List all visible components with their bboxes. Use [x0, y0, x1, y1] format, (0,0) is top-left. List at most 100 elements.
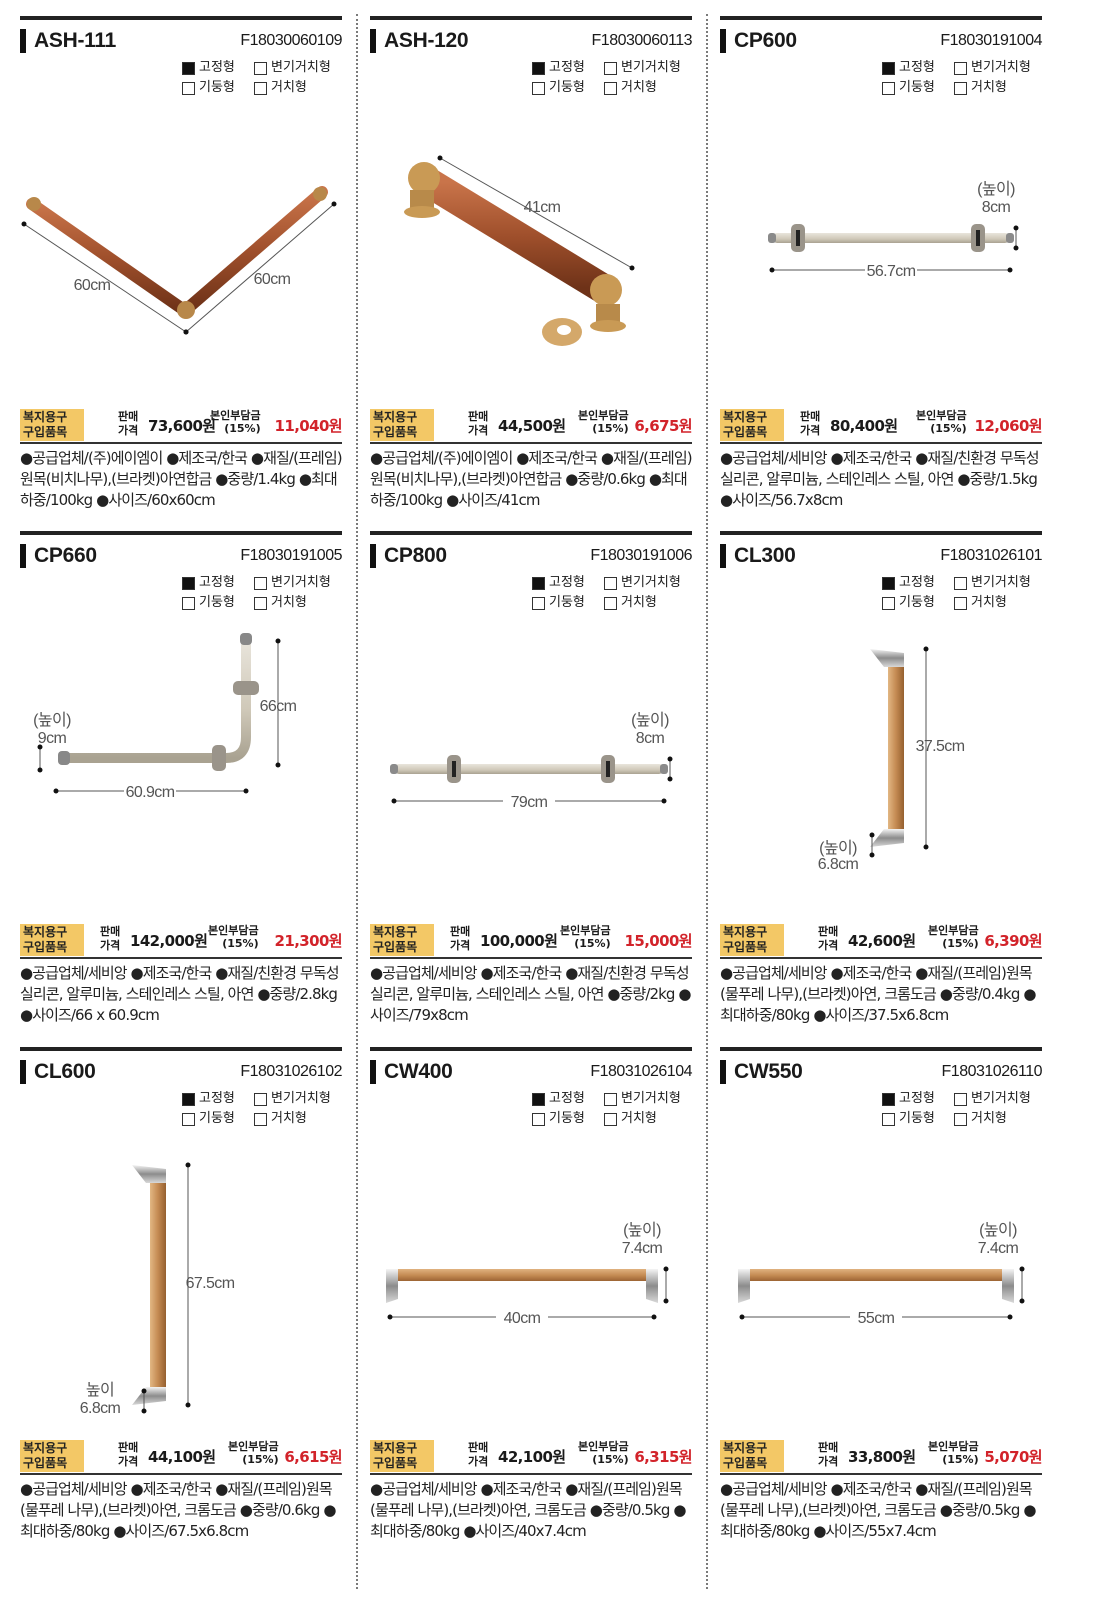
type-label: 기둥형: [199, 595, 235, 610]
copay-amount: 6,315원: [634, 1448, 692, 1466]
grab-bar: [420, 169, 610, 301]
card-top-rule: [720, 531, 1042, 535]
price-label: 판매 가격: [800, 410, 821, 437]
card-top-rule: [370, 16, 692, 20]
dimension-endpoint: [21, 221, 27, 227]
dimension-endpoint: [275, 638, 281, 644]
end-cap: [408, 162, 440, 194]
heading-bar: [370, 1060, 376, 1084]
heading-bar: [20, 1060, 26, 1084]
checkbox-icon: [182, 1112, 195, 1126]
checkbox-icon: [604, 1092, 617, 1106]
install-type-checklist: 고정형 변기거치형 기둥형 거치형: [532, 573, 692, 613]
dimension-endpoint: [183, 329, 189, 335]
checkbox-icon: [254, 1092, 267, 1106]
checkbox-icon: [604, 596, 617, 610]
grab-bar: [150, 1175, 166, 1393]
type-label: 거치형: [621, 80, 657, 95]
type-label: 고정형: [899, 1091, 935, 1106]
sale-price: 100,000원: [480, 932, 558, 950]
type-label: 거치형: [971, 1111, 1007, 1126]
copay-amount: 6,390원: [984, 932, 1042, 950]
price-bar: 복지용구 구입품목 판매 가격 73,600원 본인부담금 (15%) 11,040원: [20, 408, 343, 444]
price-bar: 복지용구 구입품목 판매 가격 42,600원 본인부담금 (15%) 6,390원: [720, 923, 1043, 959]
type-label: 고정형: [199, 575, 235, 590]
dimension-line: [439, 157, 633, 269]
product-image: (높이) 8cm 56.7cm: [720, 100, 1042, 400]
bracket: [410, 190, 434, 210]
type-option: 변기거치형: [254, 58, 342, 78]
card-top-rule: [20, 531, 342, 535]
welfare-badge: 복지용구 구입품목: [720, 924, 784, 956]
install-type-checklist: 고정형 변기거치형 기둥형 거치형: [182, 1089, 342, 1129]
product-image: 60cm 60cm: [20, 100, 342, 400]
type-label: 기둥형: [199, 1111, 235, 1126]
model-name: CW400: [384, 1060, 453, 1083]
sale-price: 44,500원: [498, 417, 566, 435]
checkbox-icon: [532, 596, 545, 610]
dimension-endpoint: [661, 798, 667, 804]
sale-price: 42,600원: [848, 932, 916, 950]
copay-amount: 21,300원: [274, 932, 343, 950]
grab-bar-illustration: 67.5cm 높이6.8cm: [80, 1162, 235, 1417]
chrome-bracket: [870, 829, 904, 847]
product-code: F18031026104: [590, 1063, 692, 1080]
type-label: 기둥형: [899, 80, 935, 95]
heading-bar: [370, 544, 376, 568]
type-label: 거치형: [621, 1111, 657, 1126]
chrome-bracket: [870, 649, 904, 667]
dimension-label: (높이): [623, 1221, 661, 1239]
model-name: ASH-120: [384, 29, 469, 52]
dimension-label: (높이): [977, 180, 1015, 198]
card-top-rule: [720, 16, 1042, 20]
product-image: 67.5cm 높이 6.8cm: [20, 1131, 342, 1431]
price-label: 판매 가격: [100, 925, 121, 952]
dimension-endpoint: [185, 1162, 191, 1168]
checkbox-icon: [182, 596, 195, 610]
checkbox-icon: [254, 596, 267, 610]
type-option: 고정형: [182, 1089, 254, 1109]
checkbox-icon: [954, 1092, 967, 1106]
dimension-endpoint: [667, 776, 673, 782]
price-label: 판매 가격: [818, 925, 839, 952]
price-bar: 복지용구 구입품목 판매 가격 44,500원 본인부담금 (15%) 6,675원: [370, 408, 693, 444]
model-heading: CW400: [370, 1059, 453, 1085]
dimension-endpoint: [769, 267, 775, 273]
product-description: ●공급업체/(주)에이엠이 ●제조국/한국 ●재질/(프레임)원목(비치나무),…: [20, 449, 343, 509]
sale-price: 33,800원: [848, 1448, 916, 1466]
type-option: 기둥형: [182, 78, 254, 98]
sale-price: 44,100원: [148, 1448, 216, 1466]
dimension-endpoint: [37, 767, 43, 773]
product-card: CL600 F18031026102 고정형 변기거치형 기둥형 거치형 67.…: [20, 1047, 343, 1555]
grab-bar-illustration: (높이)7.4cm 55cm: [738, 1221, 1025, 1327]
type-label: 고정형: [899, 60, 935, 75]
heading-bar: [720, 544, 726, 568]
grab-bar-illustration: 37.5cm (높이)6.8cm: [818, 646, 965, 873]
heading-bar: [370, 29, 376, 53]
grab-bar: [742, 1269, 1010, 1281]
type-option: 거치형: [954, 593, 1042, 613]
price-bar: 복지용구 구입품목 판매 가격 142,000원 본인부담금 (15%) 21,300…: [20, 923, 343, 959]
type-label: 변기거치형: [271, 575, 331, 590]
grab-bar-illustration: 41cm: [404, 155, 635, 346]
copay-amount: 6,675원: [634, 417, 692, 435]
price-label: 판매 가격: [450, 925, 471, 952]
product-card: CL300 F18031026101 고정형 변기거치형 기둥형 거치형 37.…: [720, 531, 1043, 1039]
price-bar: 복지용구 구입품목 판매 가격 44,100원 본인부담금 (15%) 6,615원: [20, 1439, 343, 1475]
dimension-endpoint: [53, 788, 59, 794]
type-label: 변기거치형: [271, 60, 331, 75]
type-label: 거치형: [271, 1111, 307, 1126]
dimension-label: (높이): [979, 1221, 1017, 1239]
mount-band: [796, 230, 800, 246]
type-label: 고정형: [199, 1091, 235, 1106]
install-type-checklist: 고정형 변기거치형 기둥형 거치형: [182, 58, 342, 98]
product-code: F18031026101: [940, 547, 1042, 564]
price-bar: 복지용구 구입품목 판매 가격 42,100원 본인부담금 (15%) 6,315원: [370, 1439, 693, 1475]
grab-bar: [26, 198, 190, 316]
dimension-label: 7.4cm: [978, 1240, 1019, 1257]
type-label: 변기거치형: [971, 1091, 1031, 1106]
copay-amount: 15,000원: [624, 932, 693, 950]
type-label: 거치형: [271, 595, 307, 610]
product-card: CP660 F18030191005 고정형 변기거치형 기둥형 거치형 66c…: [20, 531, 343, 1039]
checkbox-icon: [254, 1112, 267, 1126]
